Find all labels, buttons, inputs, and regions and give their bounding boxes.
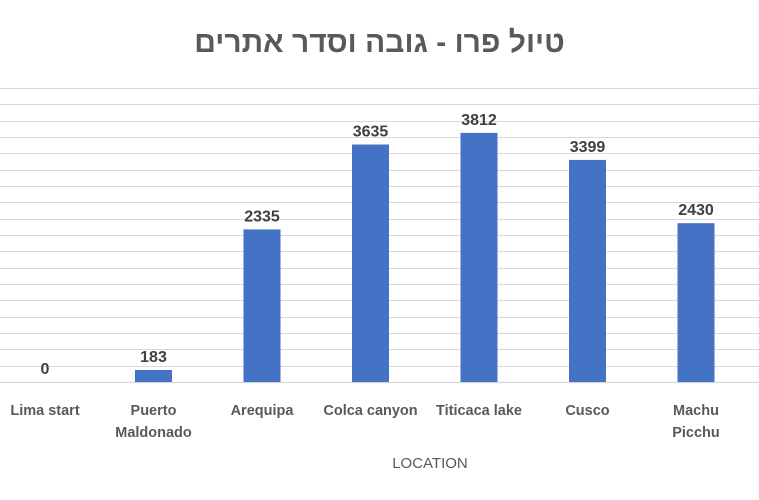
data-labels: 0 183 2335 3635 3812 3399 2430 <box>41 112 714 378</box>
data-label: 3399 <box>570 139 606 156</box>
data-label: 3812 <box>461 112 497 129</box>
data-label: 2430 <box>678 202 714 219</box>
chart-title: טיול פרו - גובה וסדר אתרים <box>194 26 564 59</box>
bars <box>135 132 715 382</box>
category-label-line: Titicaca lake <box>436 403 522 419</box>
category-label: Machu Picchu <box>672 403 720 441</box>
x-axis-title: LOCATION <box>392 455 468 472</box>
data-label: 2335 <box>244 208 280 225</box>
category-label: Puerto Maldonado <box>115 403 192 441</box>
category-label-line: Colca canyon <box>323 403 417 419</box>
bar <box>460 132 498 382</box>
bar <box>677 223 715 382</box>
category-label-line: Machu <box>673 403 719 419</box>
data-label: 183 <box>140 349 167 366</box>
data-label: 0 <box>41 361 50 378</box>
bar <box>352 144 389 382</box>
category-label: Titicaca lake <box>436 403 522 419</box>
category-label: Cusco <box>565 403 609 419</box>
category-label-line: Maldonado <box>115 425 192 441</box>
category-label-line: Cusco <box>565 403 609 419</box>
data-label: 3635 <box>353 124 389 141</box>
category-label-line: Puerto <box>131 403 177 419</box>
bar <box>243 229 281 382</box>
category-label-line: Picchu <box>672 425 720 441</box>
category-label: Arequipa <box>231 403 295 419</box>
category-label-line: Lima start <box>10 403 79 419</box>
category-label: Lima start <box>10 403 79 419</box>
category-label-line: Arequipa <box>231 403 295 419</box>
category-label: Colca canyon <box>323 403 417 419</box>
bar <box>569 159 606 382</box>
category-labels: Lima start Puerto Maldonado Arequipa Colca c… <box>10 403 719 441</box>
bar <box>135 370 172 382</box>
